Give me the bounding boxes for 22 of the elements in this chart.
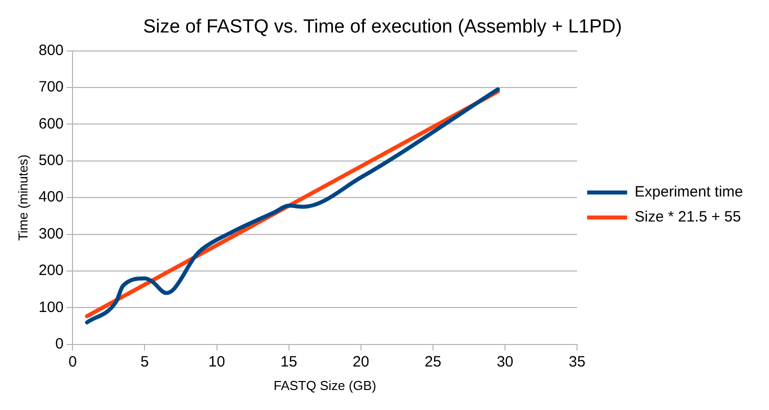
- x-tick-label: 25: [424, 354, 442, 371]
- x-tick-label: 10: [208, 354, 226, 371]
- y-tick-label: 500: [38, 152, 64, 170]
- legend-label: Size * 21.5 + 55: [634, 208, 741, 226]
- y-tick-label: 600: [38, 115, 64, 132]
- y-tick-label: 100: [38, 298, 64, 316]
- y-tick-label: 0: [55, 336, 64, 353]
- y-axis-title: Time (minutes): [15, 154, 30, 241]
- y-tick-label: 200: [38, 262, 64, 280]
- chart-title: Size of FASTQ vs. Time of execution (Assembly + L1PD): [143, 16, 622, 38]
- y-tick-label: 400: [38, 188, 64, 206]
- x-tick-label: 0: [68, 354, 77, 371]
- y-tick-label: 300: [38, 225, 64, 242]
- x-tick-label: 30: [496, 354, 514, 371]
- x-tick-label: 20: [352, 354, 370, 371]
- x-tick-label: 15: [280, 354, 298, 371]
- y-tick-label: 700: [38, 78, 64, 96]
- legend-label: Experiment time: [634, 184, 744, 201]
- x-tick-label: 35: [568, 354, 586, 371]
- x-tick-label: 5: [140, 354, 149, 371]
- y-tick-label: 800: [38, 42, 64, 59]
- x-axis-title: FASTQ Size (GB): [274, 378, 376, 393]
